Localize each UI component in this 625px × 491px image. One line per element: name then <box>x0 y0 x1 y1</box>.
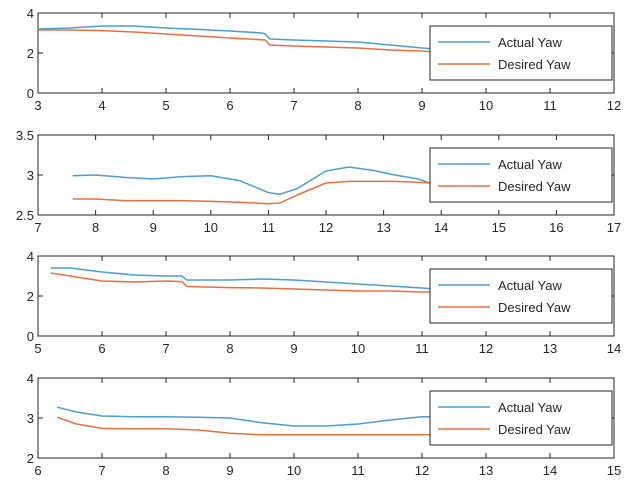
x-tick-label: 11 <box>543 98 557 113</box>
x-tick-label: 9 <box>418 98 425 113</box>
y-tick-label: 2.5 <box>16 208 34 223</box>
x-tick-label: 8 <box>92 220 99 235</box>
legend-box <box>429 390 613 446</box>
subplot-1: 3 4 5 6 7 8 9 10 11 12 0 2 4 Actual Yaw Desired Yaw <box>27 6 621 113</box>
legend: Actual Yaw Desired Yaw <box>429 147 613 203</box>
x-tick-label: 10 <box>479 98 493 113</box>
legend: Actual Yaw Desired Yaw <box>429 390 613 446</box>
subplot-2: 7 8 9 10 11 12 13 14 15 16 17 2.5 3 3.5 Actual Yaw Desi… <box>16 128 621 235</box>
x-tick-label: 13 <box>376 220 390 235</box>
x-tick-label: 5 <box>34 341 41 356</box>
x-tick-label: 10 <box>351 341 365 356</box>
series-line-desired-yaw <box>72 180 430 205</box>
y-tick-label: 4 <box>27 249 34 264</box>
x-tick-label: 10 <box>287 463 301 478</box>
legend-label: Actual Yaw <box>498 35 562 50</box>
x-tick-label: 3 <box>34 98 41 113</box>
x-tick-label: 13 <box>543 341 557 356</box>
y-tick-label: 3 <box>27 411 34 426</box>
legend: Actual Yaw Desired Yaw <box>429 25 613 81</box>
x-tick-label: 7 <box>34 220 41 235</box>
x-tick-label: 6 <box>98 341 105 356</box>
legend-label: Desired Yaw <box>498 300 571 315</box>
x-tick-label: 12 <box>415 463 429 478</box>
y-tick-label: 3.5 <box>16 128 34 143</box>
x-tick-label: 13 <box>479 463 493 478</box>
legend-label: Desired Yaw <box>498 179 571 194</box>
x-tick-label: 12 <box>607 98 621 113</box>
x-tick-label: 17 <box>607 220 621 235</box>
x-tick-label: 7 <box>290 98 297 113</box>
legend-label: Actual Yaw <box>498 400 562 415</box>
series-line-actual-yaw <box>57 406 442 427</box>
series-line-desired-yaw <box>38 29 435 53</box>
y-tick-label: 2 <box>27 46 34 61</box>
x-tick-label: 14 <box>434 220 448 235</box>
legend: Actual Yaw Desired Yaw <box>429 268 613 324</box>
y-tick-label: 2 <box>27 451 34 466</box>
series-line-actual-yaw <box>37 25 435 50</box>
x-tick-label: 6 <box>34 463 41 478</box>
x-tick-label: 11 <box>262 220 276 235</box>
y-tick-label: 2 <box>27 289 34 304</box>
y-tick-label: 0 <box>27 86 34 101</box>
x-tick-label: 4 <box>98 98 105 113</box>
y-tick-label: 4 <box>27 6 34 21</box>
x-tick-label: 8 <box>226 341 233 356</box>
series-line-actual-yaw <box>72 166 430 195</box>
series-line-desired-yaw <box>50 272 435 293</box>
x-tick-label: 14 <box>543 463 557 478</box>
x-tick-label: 14 <box>607 341 621 356</box>
x-tick-label: 10 <box>204 220 218 235</box>
legend-label: Desired Yaw <box>498 422 571 437</box>
y-tick-label: 3 <box>27 168 34 183</box>
x-tick-label: 9 <box>290 341 297 356</box>
x-tick-label: 9 <box>150 220 157 235</box>
series-line-actual-yaw <box>50 267 435 290</box>
legend-box <box>429 25 613 81</box>
legend-label: Actual Yaw <box>498 278 562 293</box>
x-tick-label: 11 <box>415 341 429 356</box>
x-tick-label: 8 <box>354 98 361 113</box>
legend-box <box>429 147 613 203</box>
x-tick-label: 16 <box>549 220 563 235</box>
x-tick-label: 15 <box>492 220 506 235</box>
x-tick-label: 5 <box>162 98 169 113</box>
legend-label: Desired Yaw <box>498 57 571 72</box>
x-tick-label: 11 <box>351 463 365 478</box>
x-tick-label: 6 <box>226 98 233 113</box>
subplot-4: 6 7 8 9 10 11 12 13 14 15 2 3 4 Actual Yaw Desired Yaw <box>27 371 621 478</box>
x-tick-label: 8 <box>162 463 169 478</box>
y-tick-label: 4 <box>27 371 34 386</box>
legend-label: Actual Yaw <box>498 157 562 172</box>
legend-box <box>429 268 613 324</box>
x-tick-label: 12 <box>319 220 333 235</box>
x-tick-label: 7 <box>98 463 105 478</box>
y-tick-label: 0 <box>27 329 34 344</box>
x-tick-label: 15 <box>607 463 621 478</box>
x-tick-label: 12 <box>479 341 493 356</box>
x-tick-label: 7 <box>162 341 169 356</box>
series-line-desired-yaw <box>56 416 442 436</box>
subplot-3: 5 6 7 8 9 10 11 12 13 14 0 2 4 Actual Yaw Desired Yaw <box>27 249 621 356</box>
x-tick-label: 9 <box>226 463 233 478</box>
